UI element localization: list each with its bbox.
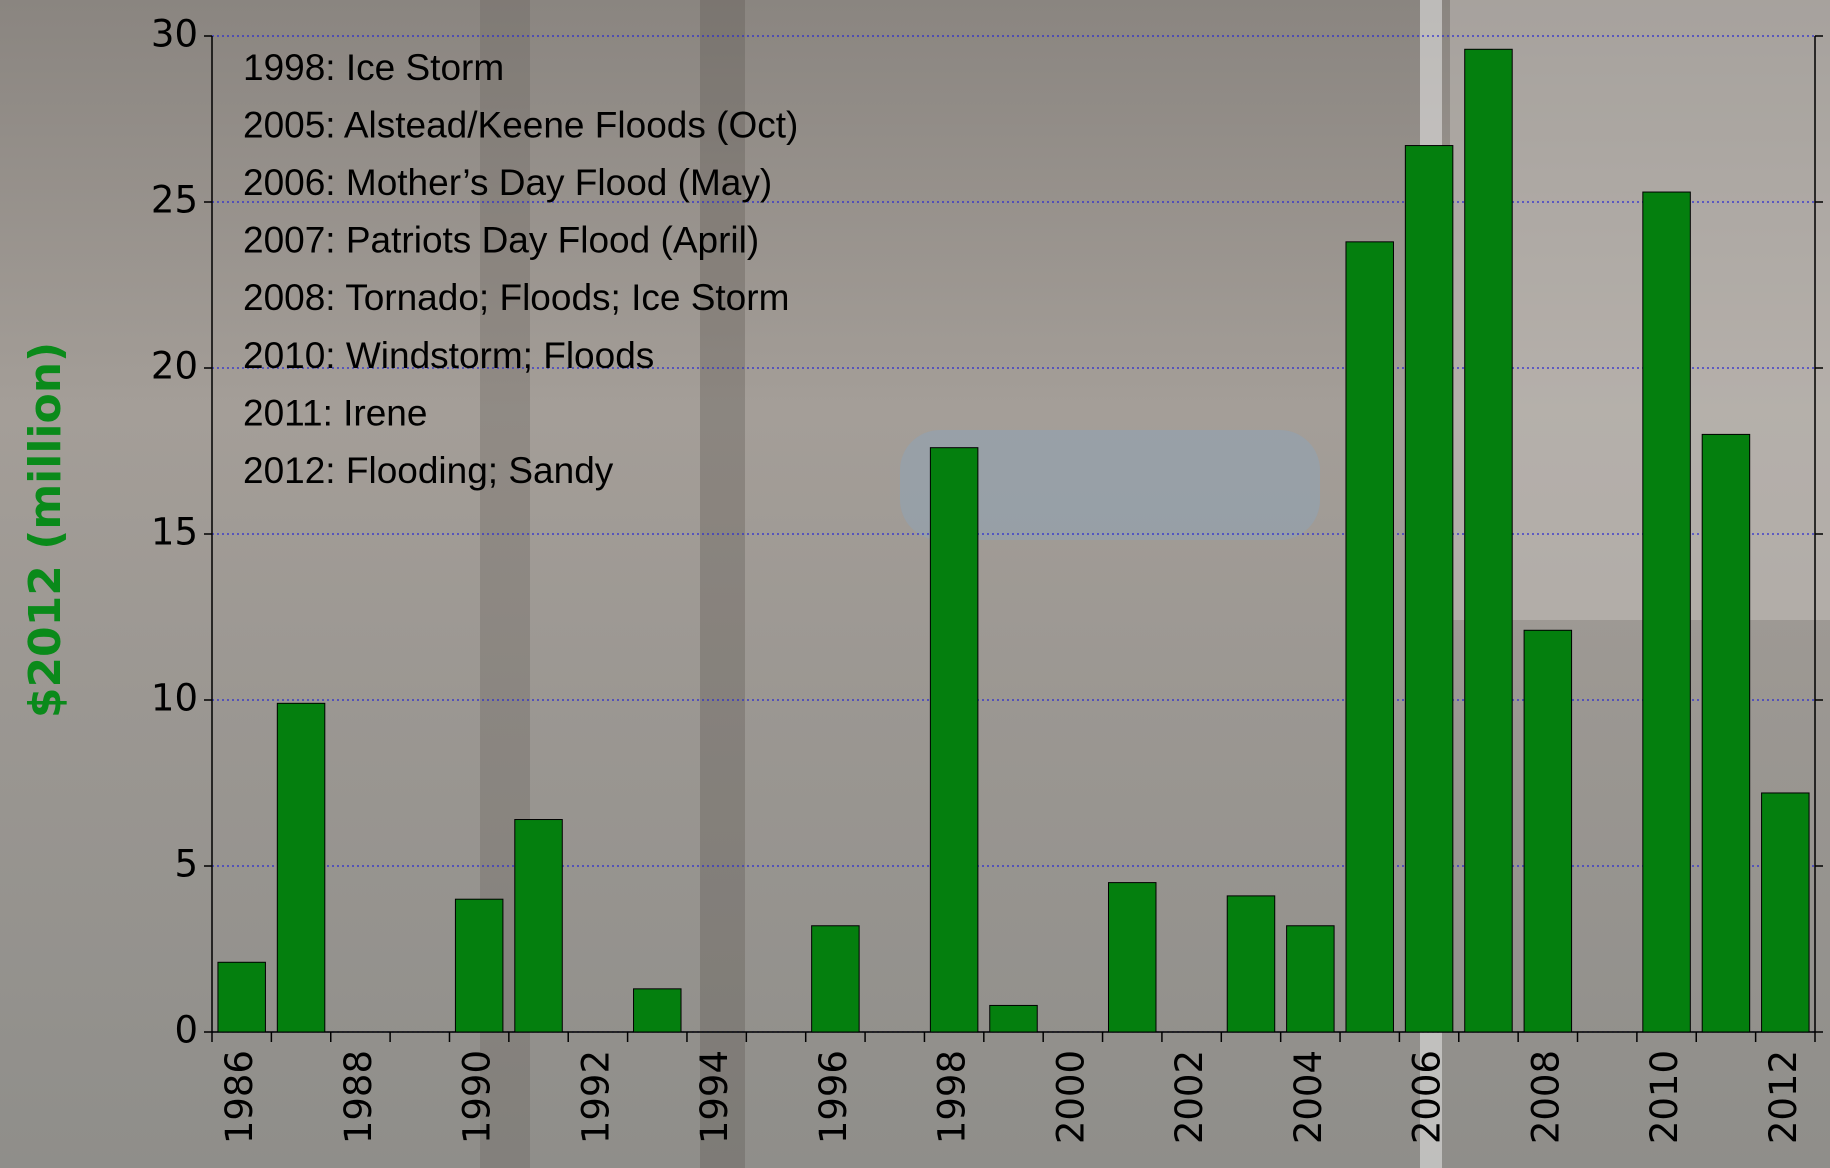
bar — [1761, 792, 1810, 1033]
bar — [1345, 241, 1394, 1033]
y-tick-label: 30 — [151, 13, 198, 56]
annotation: 2006: Mother’s Day Flood (May) — [243, 162, 772, 203]
background-car — [900, 430, 1320, 540]
y-axis-label: $2012 (million) — [20, 342, 71, 718]
annotation: 2011: Irene — [243, 392, 427, 433]
x-tick-label: 2008 — [1524, 1050, 1567, 1144]
x-tick-label: 2010 — [1643, 1050, 1686, 1144]
annotation: 2007: Patriots Day Flood (April) — [243, 220, 759, 261]
annotation: 2008: Tornado; Floods; Ice Storm — [243, 277, 789, 318]
x-tick-label: 1992 — [574, 1050, 617, 1144]
annotation: 2012: Flooding; Sandy — [243, 450, 614, 491]
x-tick-label: 1988 — [337, 1050, 380, 1144]
bar — [454, 898, 504, 1033]
background-house — [1450, 0, 1830, 620]
x-tick-label: 2004 — [1287, 1050, 1330, 1144]
bar — [989, 1004, 1038, 1033]
y-tick-label: 15 — [151, 511, 198, 554]
bar — [276, 702, 326, 1033]
bar — [1404, 145, 1454, 1033]
x-tick-label: 1998 — [931, 1050, 974, 1144]
bar — [1286, 925, 1335, 1033]
y-tick-label: 0 — [174, 1009, 198, 1052]
x-tick-label: 2002 — [1168, 1050, 1211, 1144]
bar — [929, 447, 979, 1033]
bar — [1701, 433, 1751, 1033]
bar — [1523, 629, 1573, 1033]
bar — [1464, 48, 1513, 1033]
x-tick-label: 1996 — [812, 1050, 855, 1144]
x-tick-label: 1990 — [456, 1050, 499, 1144]
bar — [633, 988, 682, 1033]
y-tick-label: 20 — [151, 345, 198, 388]
annotation: 1998: Ice Storm — [243, 47, 504, 88]
x-tick-label: 1986 — [218, 1050, 261, 1144]
x-tick-label: 2006 — [1406, 1050, 1449, 1144]
background-tree — [700, 0, 745, 1168]
bar — [1226, 895, 1276, 1033]
y-tick-label: 5 — [174, 843, 198, 886]
annotation: 2010: Windstorm; Floods — [243, 335, 654, 376]
x-tick-label: 2012 — [1762, 1050, 1805, 1144]
x-tick-label: 2000 — [1049, 1050, 1092, 1144]
bar — [1642, 191, 1691, 1033]
bar — [811, 925, 860, 1033]
y-tick-label: 25 — [151, 179, 198, 222]
annotation: 2005: Alstead/Keene Floods (Oct) — [243, 104, 798, 145]
x-tick-label: 1994 — [693, 1050, 736, 1144]
bar — [514, 819, 563, 1033]
bar — [1107, 882, 1157, 1033]
y-tick-label: 10 — [151, 677, 198, 720]
bar — [217, 961, 266, 1033]
